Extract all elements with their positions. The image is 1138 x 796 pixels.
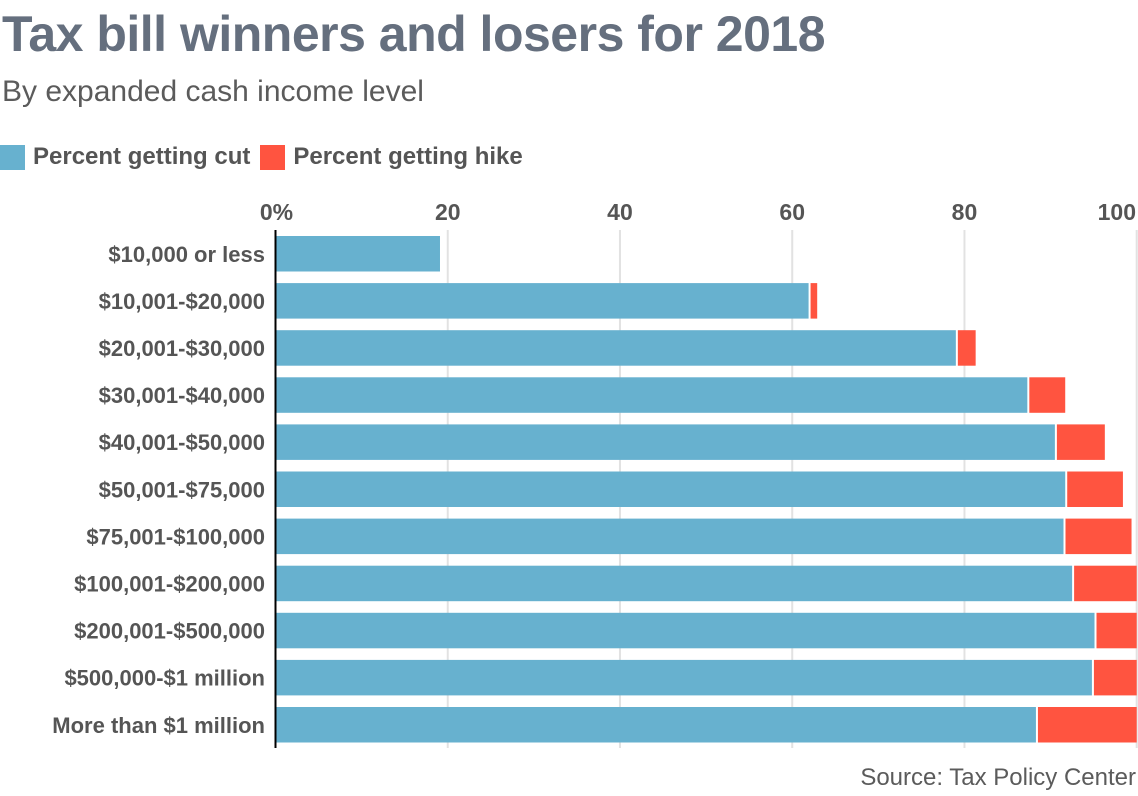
bar-cut <box>276 236 440 272</box>
bar-hike <box>1096 612 1137 649</box>
bar-cut <box>276 707 1036 743</box>
bar-cut <box>276 612 1095 649</box>
x-tick-label: 20 <box>435 199 461 225</box>
category-label: $500,000-$1 million <box>64 666 265 691</box>
bar-hike <box>1067 471 1123 507</box>
legend: Percent getting cut Percent getting hike <box>0 143 533 171</box>
bar-cut <box>276 330 956 366</box>
bar-hike <box>1056 424 1105 460</box>
x-tick-label: 40 <box>607 199 633 225</box>
legend-label-cut: Percent getting cut <box>33 143 251 170</box>
source-note: Source: Tax Policy Center <box>860 764 1136 791</box>
category-label: $40,001-$50,000 <box>99 430 265 455</box>
legend-item-cut: Percent getting cut <box>0 143 250 171</box>
bar-hike <box>810 283 818 319</box>
bar-cut <box>276 377 1028 413</box>
bar-hike <box>1065 518 1132 555</box>
legend-label-hike: Percent getting hike <box>293 143 523 170</box>
bar-hike <box>957 330 976 366</box>
bar-cut <box>276 518 1064 555</box>
chart-title: Tax bill winners and losers for 2018 <box>2 6 826 62</box>
category-label: $75,001-$100,000 <box>86 524 265 549</box>
x-tick-label: 100 <box>1098 199 1136 225</box>
category-label: $50,001-$75,000 <box>99 477 265 502</box>
category-label: $30,001-$40,000 <box>99 383 265 408</box>
category-label: More than $1 million <box>52 713 265 738</box>
bar-hike <box>1037 707 1137 743</box>
category-label: $100,001-$200,000 <box>74 571 265 596</box>
bar-cut <box>276 424 1055 460</box>
category-label: $10,000 or less <box>108 242 265 267</box>
category-label: $10,001-$20,000 <box>99 289 265 314</box>
bar-cut <box>276 565 1073 602</box>
legend-item-hike: Percent getting hike <box>260 143 523 171</box>
bar-hike <box>1074 565 1137 602</box>
legend-swatch-hike <box>260 144 286 170</box>
bar-hike <box>1029 377 1066 413</box>
bar-cut <box>276 283 809 319</box>
bar-cut <box>276 471 1066 507</box>
x-tick-label: 80 <box>952 199 978 225</box>
x-tick-label: 60 <box>779 199 805 225</box>
x-tick-label: 0% <box>260 199 293 225</box>
bar-cut <box>276 659 1092 696</box>
chart-subtitle: By expanded cash income level <box>2 75 424 108</box>
category-label: $200,001-$500,000 <box>74 619 265 644</box>
bar-hike <box>1093 659 1137 696</box>
category-label: $20,001-$30,000 <box>99 336 265 361</box>
legend-swatch-cut <box>0 144 25 170</box>
